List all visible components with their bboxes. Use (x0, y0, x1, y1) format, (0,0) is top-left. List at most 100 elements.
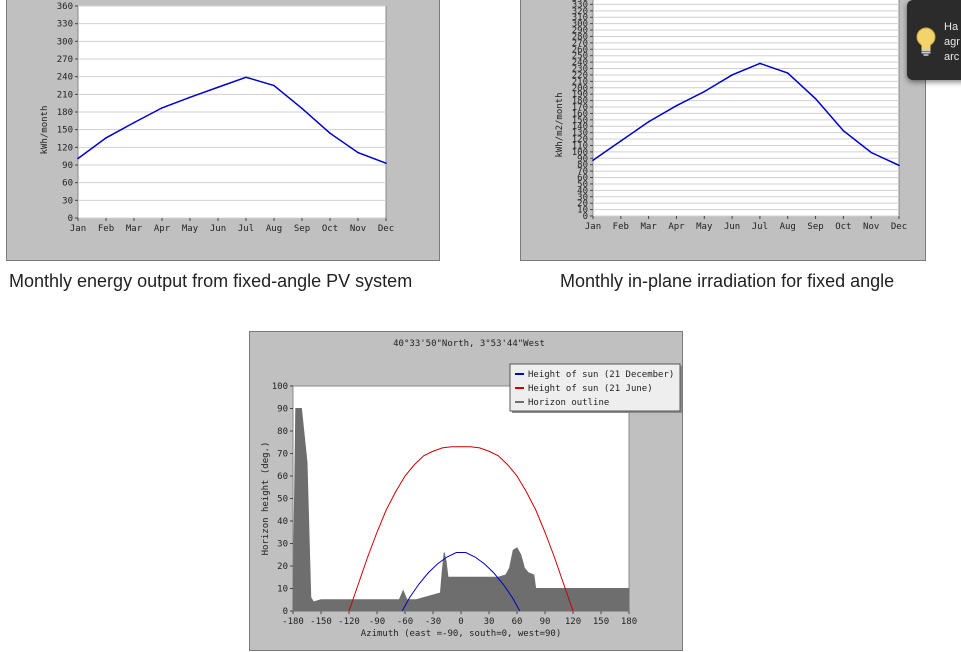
y-tick-label: 30 (577, 193, 588, 203)
data-point (814, 97, 817, 100)
x-tick-label: Jan (70, 224, 86, 234)
data-point (703, 90, 706, 93)
legend-entry: Height of sun (21 December) (528, 370, 674, 380)
x-tick-label: Mar (126, 224, 143, 234)
sun-path-line (401, 552, 521, 612)
y-tick-label: 180 (572, 97, 588, 107)
data-point (161, 107, 163, 109)
data-point (898, 164, 900, 167)
notification-text: Ha agr arc (944, 21, 960, 63)
y-axis-label: kWh/m2/month (555, 92, 565, 157)
y-axis-label: kWh/month (40, 106, 50, 155)
y-tick-label: 90 (277, 405, 288, 415)
y-tick-label: 100 (572, 148, 588, 158)
data-point (675, 104, 678, 107)
y-tick-label: 160 (572, 109, 588, 119)
legend-entry: Height of sun (21 June) (528, 384, 653, 394)
lightbulb-icon (916, 27, 936, 56)
y-tick-label: 170 (572, 103, 588, 113)
horizon-chart: 40°33'50"North, 3°53'44"West 0 10 20 30 40 50 6… (261, 339, 682, 639)
data-point (592, 159, 594, 162)
y-tick-label: 140 (572, 122, 588, 132)
y-tick-label: 130 (572, 129, 588, 139)
y-tick-label: 80 (277, 427, 288, 437)
y-tick-label: 260 (572, 45, 588, 55)
x-tick-label: 150 (593, 617, 609, 627)
data-point (217, 86, 219, 89)
x-tick-label: -180 (282, 617, 304, 627)
irradiation-chart-panel: 0 10 20 30 40 50 60 70 80 90 100 110 120 130 140 150 160… (520, 0, 926, 261)
y-tick-label: 90 (577, 154, 588, 164)
y-tick-label: 330 (572, 0, 588, 10)
data-point (620, 140, 622, 142)
data-point (385, 162, 387, 165)
energy-chart-panel: 0 30 60 90 120 150 180 210 240 270 300 330 360 Jan Feb… (6, 0, 440, 261)
y-tick-label: 50 (577, 180, 588, 190)
chart-title: 40°33'50"North, 3°53'44"West (393, 339, 545, 349)
y-tick-label: 70 (577, 167, 588, 177)
x-tick-label: -60 (397, 617, 413, 627)
data-point (77, 157, 79, 160)
y-tick-label: 220 (572, 71, 588, 81)
x-tick-label: 60 (512, 617, 523, 627)
y-tick-label: 210 (572, 77, 588, 87)
x-tick-label: May (182, 224, 199, 234)
y-tick-label: 230 (572, 65, 588, 75)
data-point (731, 74, 733, 76)
y-tick-label: 240 (572, 58, 588, 68)
x-tick-label: Jan (585, 222, 601, 232)
series-line (77, 76, 387, 164)
x-tick-label: -30 (425, 617, 441, 627)
y-axis-label: Horizon height (deg.) (261, 442, 271, 556)
x-tick-label: Aug (780, 222, 796, 232)
x-tick-label: Jun (724, 222, 740, 232)
y-tick-label: 360 (57, 2, 73, 12)
x-tick-label: 90 (540, 617, 551, 627)
irradiation-chart: 0102030405060708090100110120130140150160… (555, 0, 907, 232)
x-tick-label: Nov (350, 224, 366, 234)
y-tick-label: 10 (277, 585, 288, 595)
notification-toast[interactable]: Ha agr arc (907, 0, 961, 80)
x-tick-label: 120 (565, 617, 581, 627)
y-tick-label: 20 (577, 199, 588, 209)
y-tick-label: 200 (572, 84, 588, 94)
data-point (647, 120, 650, 123)
y-tick-label: 50 (277, 495, 288, 505)
legend-box (509, 363, 681, 412)
y-tick-label: 210 (57, 90, 73, 100)
y-tick-label: 30 (277, 540, 288, 550)
y-tick-label: 0 (583, 212, 588, 222)
y-tick-label: 0 (68, 214, 73, 224)
y-tick-label: 10 (577, 206, 588, 216)
y-tick-label: 150 (572, 116, 588, 126)
y-tick-label: 150 (57, 126, 73, 136)
y-tick-label: 190 (572, 90, 588, 100)
series-line (592, 62, 900, 167)
energy-chart: 0 30 60 90 120 150 180 210 240 270 300 330 360 Jan Feb… (40, 2, 394, 234)
y-tick-label: 60 (62, 179, 73, 189)
x-tick-label: Nov (863, 222, 879, 232)
y-tick-label: 40 (577, 186, 588, 196)
x-tick-label: Aug (266, 224, 282, 234)
data-point (842, 129, 845, 132)
x-axis-label: Azimuth (east =-90, south=0, west=90) (361, 629, 561, 639)
y-tick-label: 20 (277, 562, 288, 572)
y-tick-label: 270 (572, 39, 588, 49)
irradiation-chart-caption: Monthly in-plane irradiation for fixed a… (560, 271, 895, 291)
x-tick-label: Sep (294, 224, 310, 234)
x-tick-label: Jul (238, 224, 254, 234)
x-tick-label: 30 (484, 617, 495, 627)
plot-area (292, 385, 630, 612)
y-tick-label: 0 (283, 607, 288, 617)
y-tick-label: 330 (57, 20, 73, 30)
data-point (273, 84, 275, 87)
data-point (301, 107, 303, 110)
y-tick-label: 290 (572, 26, 588, 36)
data-point (357, 151, 359, 154)
y-tick-label: 110 (572, 141, 588, 151)
y-tick-label: 70 (277, 450, 288, 460)
y-tick-label: 340 (572, 0, 588, 4)
x-tick-label: 0 (458, 617, 463, 627)
y-tick-label: 310 (572, 13, 588, 23)
y-tick-label: 250 (572, 52, 588, 62)
